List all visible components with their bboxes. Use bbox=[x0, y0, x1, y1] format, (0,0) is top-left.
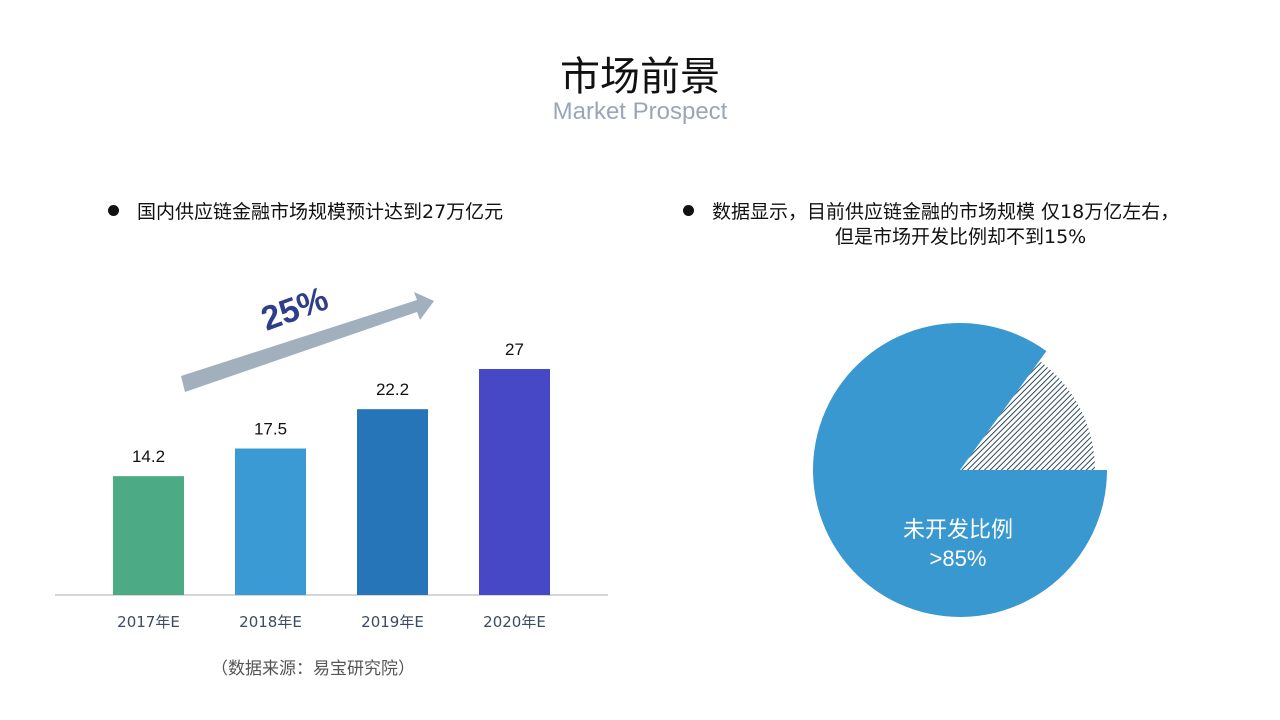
pie-slice-value: >85% bbox=[930, 546, 987, 571]
bar-data-label: 22.2 bbox=[376, 380, 409, 399]
bar bbox=[357, 409, 428, 595]
pie-slice-developed bbox=[960, 360, 1095, 470]
bar bbox=[479, 369, 550, 595]
left-bullet: 国内供应链金融市场规模预计达到27万亿元 bbox=[108, 197, 503, 224]
right-bullet-line2: 但是市场开发比例却不到15% bbox=[835, 226, 1087, 248]
right-bullet-line1: 数据显示，目前供应链金融的市场规模 仅18万亿左右， bbox=[712, 201, 1180, 223]
bullet-dot-icon bbox=[683, 205, 694, 216]
page-title: 市场前景 bbox=[560, 54, 720, 100]
bar-data-label: 17.5 bbox=[254, 420, 287, 439]
bar-data-label: 14.2 bbox=[132, 447, 165, 466]
right-bullet: 数据显示，目前供应链金融的市场规模 仅18万亿左右， bbox=[683, 197, 1179, 224]
page-subtitle: Market Prospect bbox=[552, 98, 728, 125]
bar bbox=[113, 476, 184, 595]
growth-label: 25% bbox=[256, 280, 333, 339]
data-source: （数据来源：易宝研究院） bbox=[211, 659, 415, 679]
pie-chart bbox=[812, 323, 1107, 617]
growth-arrow-icon bbox=[181, 292, 434, 392]
bar bbox=[235, 448, 306, 595]
pie-slice-label: 未开发比例 bbox=[903, 518, 1013, 543]
bar-chart: 14.2 2017年E 17.5 2018年E 22.2 2019年E 27 2020年E bbox=[55, 340, 608, 631]
x-tick-label: 2020年E bbox=[483, 613, 546, 631]
bar-data-label: 27 bbox=[505, 340, 524, 359]
left-bullet-text: 国内供应链金融市场规模预计达到27万亿元 bbox=[137, 201, 504, 223]
x-tick-label: 2019年E bbox=[361, 613, 424, 631]
bullet-dot-icon bbox=[108, 205, 119, 216]
x-tick-label: 2017年E bbox=[117, 613, 180, 631]
pie-slice-undeveloped bbox=[812, 323, 1107, 617]
x-tick-label: 2018年E bbox=[239, 613, 302, 631]
